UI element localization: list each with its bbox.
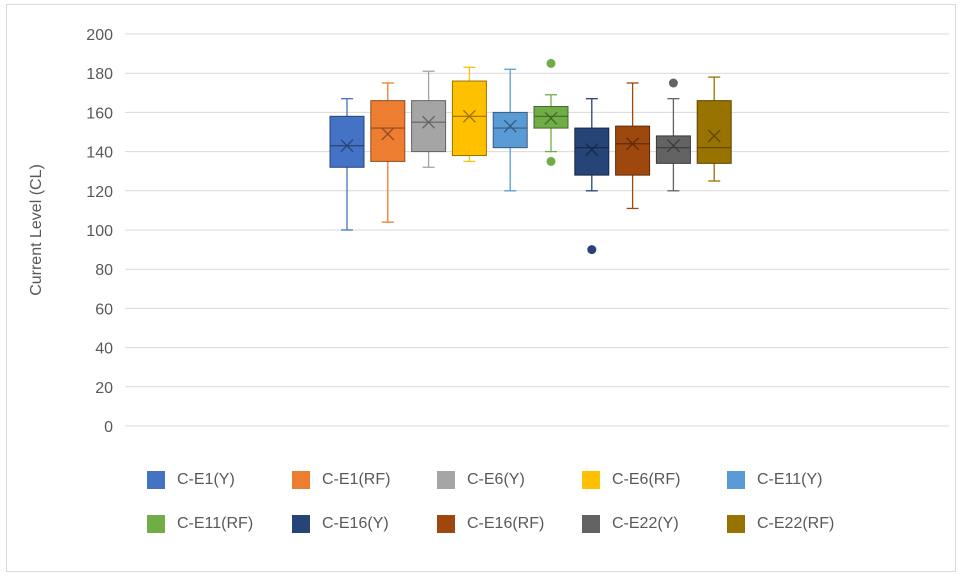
gridlines [125, 33, 949, 427]
outlier-point [546, 156, 556, 166]
legend-item: C-E16(RF) [437, 515, 582, 533]
outlier-point [546, 58, 556, 68]
mean-marker [462, 109, 476, 123]
box-c-e11-rf- [533, 58, 569, 166]
outlier-point [668, 78, 678, 88]
box-c-e16-y- [574, 98, 610, 255]
box-c-e22-y- [655, 78, 691, 192]
legend-swatch [292, 471, 310, 489]
mean-marker [381, 127, 395, 141]
legend-label: C-E16(RF) [467, 515, 545, 532]
mean-marker [666, 139, 680, 153]
legend-swatch [147, 471, 165, 489]
legend-swatch [437, 515, 455, 533]
box-c-e1-y- [329, 98, 365, 231]
legend-item: C-E22(Y) [582, 515, 727, 533]
iqr-box [329, 115, 365, 168]
legend-label: C-E1(RF) [322, 471, 391, 488]
legend-item: C-E22(RF) [727, 515, 872, 533]
legend-item: C-E6(RF) [582, 471, 727, 489]
box-c-e11-y- [492, 68, 528, 192]
legend-label: C-E6(RF) [612, 471, 681, 488]
legend-row: C-E11(RF) C-E16(Y) C-E16(RF) C-E22(Y) C-E22(… [147, 511, 927, 537]
legend-swatch [727, 515, 745, 533]
mean-marker [422, 115, 436, 129]
legend-row: C-E1(Y) C-E1(RF) C-E6(Y) C-E6(RF) C-E11(Y) [147, 467, 927, 493]
legend-swatch [437, 471, 455, 489]
box-series [329, 58, 732, 255]
y-tick-label: 60 [95, 301, 113, 318]
legend-item: C-E16(Y) [292, 515, 437, 533]
box-c-e16-rf- [615, 82, 651, 210]
y-tick-label: 160 [86, 105, 113, 122]
legend-label: C-E22(RF) [757, 515, 835, 532]
legend-item: C-E6(Y) [437, 471, 582, 489]
chart-frame: 0 20 40 60 80 100 120 140 160 180 200 Current Leve… [6, 4, 956, 572]
iqr-box [655, 135, 691, 164]
box-c-e6-y- [411, 70, 447, 168]
iqr-box [451, 80, 487, 157]
iqr-box [696, 100, 732, 164]
iqr-box [411, 100, 447, 153]
legend-swatch [292, 515, 310, 533]
box-plot-chart: 0 20 40 60 80 100 120 140 160 180 200 Current Leve… [28, 27, 949, 436]
y-axis-tick-labels: 0 20 40 60 80 100 120 140 160 180 200 [86, 27, 113, 436]
mean-marker [626, 137, 640, 151]
iqr-box [615, 125, 651, 176]
legend-item: C-E11(Y) [727, 471, 872, 489]
outlier-point [587, 245, 597, 255]
legend-label: C-E16(Y) [322, 515, 389, 532]
legend-label: C-E11(Y) [757, 471, 823, 488]
legend-swatch [147, 515, 165, 533]
legend-item: C-E1(RF) [292, 471, 437, 489]
iqr-box [492, 111, 528, 149]
y-tick-label: 80 [95, 262, 113, 279]
y-axis-label: Current Level (CL) [28, 164, 45, 296]
iqr-box [574, 127, 610, 176]
legend-item: C-E11(RF) [147, 515, 292, 533]
mean-marker [503, 119, 517, 133]
y-tick-label: 20 [95, 380, 113, 397]
legend-label: C-E1(Y) [177, 471, 235, 488]
legend-swatch [727, 471, 745, 489]
legend-label: C-E11(RF) [177, 515, 254, 532]
legend-swatch [582, 515, 600, 533]
iqr-box [533, 106, 569, 129]
legend-label: C-E22(Y) [612, 515, 679, 532]
y-tick-label: 180 [86, 66, 113, 83]
legend-item: C-E1(Y) [147, 471, 292, 489]
y-tick-label: 40 [95, 341, 113, 358]
y-tick-label: 100 [86, 223, 113, 240]
y-tick-label: 200 [86, 27, 113, 44]
y-tick-label: 140 [86, 145, 113, 162]
mean-marker [707, 129, 721, 143]
y-tick-label: 0 [104, 419, 113, 436]
box-c-e6-rf- [451, 66, 487, 163]
y-tick-label: 120 [86, 184, 113, 201]
legend-label: C-E6(Y) [467, 471, 525, 488]
legend-swatch [582, 471, 600, 489]
mean-marker [585, 143, 599, 157]
iqr-box [370, 100, 406, 162]
box-c-e22-rf- [696, 76, 732, 182]
mean-marker [340, 139, 354, 153]
legend: C-E1(Y) C-E1(RF) C-E6(Y) C-E6(RF) C-E11(Y) C… [147, 467, 927, 555]
box-c-e1-rf- [370, 82, 406, 223]
mean-marker [544, 111, 558, 125]
